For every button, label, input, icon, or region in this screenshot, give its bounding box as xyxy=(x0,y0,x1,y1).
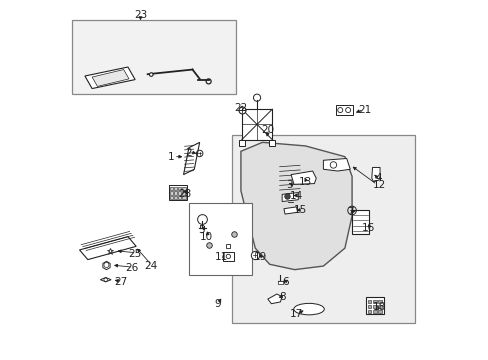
Bar xyxy=(182,196,185,199)
Text: 27: 27 xyxy=(114,277,127,287)
Bar xyxy=(351,211,368,234)
Polygon shape xyxy=(371,167,379,182)
Text: 16: 16 xyxy=(361,224,374,233)
Text: 5: 5 xyxy=(198,225,204,235)
Circle shape xyxy=(149,73,153,76)
Polygon shape xyxy=(241,142,351,270)
Bar xyxy=(372,310,376,314)
Bar xyxy=(367,305,371,309)
Bar xyxy=(378,310,382,314)
Bar xyxy=(367,310,371,314)
Text: 7: 7 xyxy=(346,207,353,217)
Polygon shape xyxy=(282,193,298,202)
Bar xyxy=(178,196,181,199)
Polygon shape xyxy=(267,294,282,304)
Bar xyxy=(231,135,414,323)
Bar xyxy=(241,109,272,140)
Polygon shape xyxy=(100,278,111,282)
Polygon shape xyxy=(323,158,349,171)
Polygon shape xyxy=(284,207,297,214)
Bar xyxy=(72,21,235,94)
Text: 6: 6 xyxy=(282,277,288,287)
Bar xyxy=(188,203,251,275)
Text: 8: 8 xyxy=(278,292,285,302)
Bar xyxy=(182,187,185,190)
Text: 2: 2 xyxy=(185,148,192,158)
Text: 10: 10 xyxy=(200,232,213,242)
Bar xyxy=(366,297,384,315)
Text: 26: 26 xyxy=(124,263,138,273)
Bar xyxy=(169,196,172,199)
Bar xyxy=(372,305,376,309)
Bar xyxy=(178,187,181,190)
Bar xyxy=(239,140,245,146)
Polygon shape xyxy=(80,237,136,260)
Bar xyxy=(174,187,177,190)
Bar xyxy=(378,300,382,303)
Text: 4: 4 xyxy=(375,173,382,183)
Polygon shape xyxy=(85,67,135,89)
Text: 14: 14 xyxy=(289,191,303,201)
Polygon shape xyxy=(276,158,303,193)
Text: 15: 15 xyxy=(293,206,306,216)
Bar xyxy=(278,281,282,284)
Polygon shape xyxy=(183,142,199,175)
Text: 9: 9 xyxy=(214,299,221,309)
Bar xyxy=(174,192,177,195)
Bar xyxy=(367,300,371,303)
Text: 17: 17 xyxy=(289,310,303,319)
Bar xyxy=(178,192,181,195)
Bar xyxy=(372,300,376,303)
Polygon shape xyxy=(335,105,352,116)
Bar xyxy=(169,187,172,190)
Bar xyxy=(169,192,172,195)
Bar xyxy=(223,252,233,261)
Ellipse shape xyxy=(293,303,324,315)
Text: 28: 28 xyxy=(178,189,192,199)
Text: 22: 22 xyxy=(234,103,247,113)
Text: 21: 21 xyxy=(357,105,370,115)
Bar xyxy=(182,192,185,195)
Text: 24: 24 xyxy=(144,261,158,271)
Bar xyxy=(174,196,177,199)
Text: 1: 1 xyxy=(167,152,174,162)
Text: 23: 23 xyxy=(134,10,147,20)
Text: 12: 12 xyxy=(371,180,385,190)
Text: 18: 18 xyxy=(371,302,385,312)
Polygon shape xyxy=(92,69,129,86)
Bar xyxy=(378,305,382,309)
Text: 13: 13 xyxy=(298,177,311,187)
Text: 19: 19 xyxy=(253,252,267,262)
Bar xyxy=(268,140,275,146)
Text: 11: 11 xyxy=(214,252,227,262)
Polygon shape xyxy=(290,171,316,184)
Bar xyxy=(168,185,186,200)
Text: 3: 3 xyxy=(285,180,292,190)
Text: 20: 20 xyxy=(261,125,274,135)
Text: 25: 25 xyxy=(128,248,142,258)
